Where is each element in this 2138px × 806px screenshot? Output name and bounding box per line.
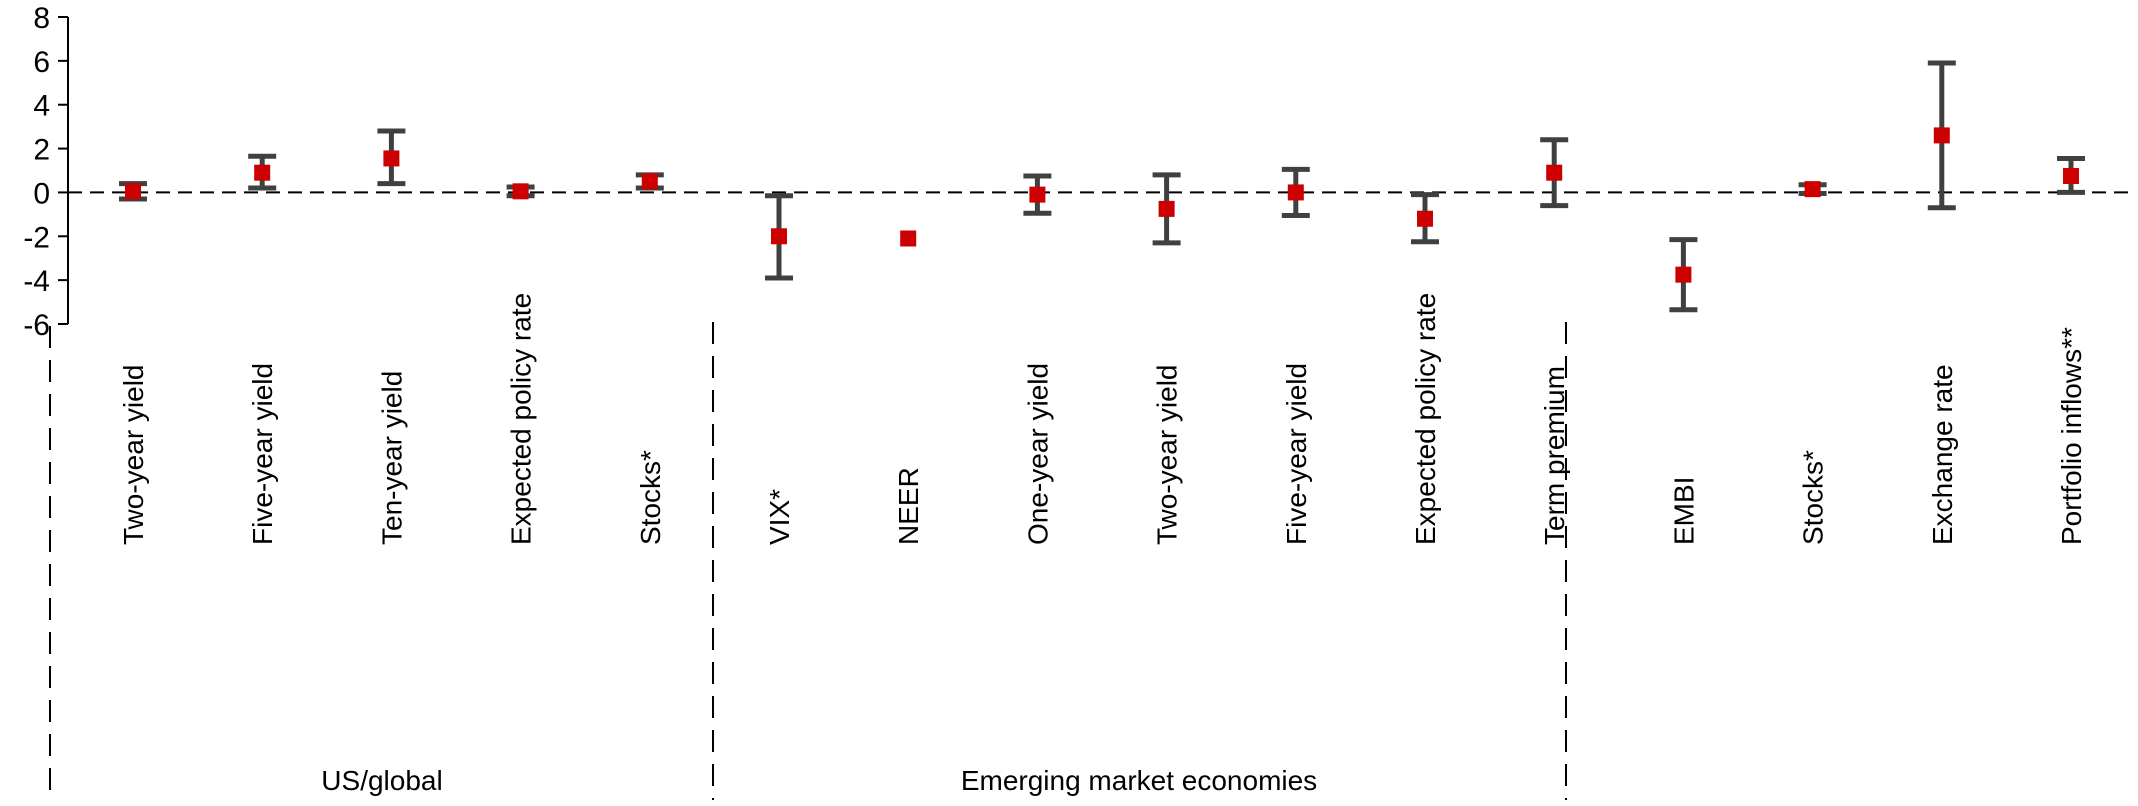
point-marker [1546, 164, 1563, 181]
point-marker [1417, 210, 1433, 227]
y-tick-label: -6 [23, 309, 50, 342]
category-label: Ten-year yield [376, 371, 407, 545]
y-tick-label: 8 [33, 2, 50, 35]
category-label: Five-year yield [1281, 363, 1312, 545]
category-label: One-year yield [1022, 363, 1053, 545]
category-label-layer: Two-year yield Five-year yield Ten-year yi… [118, 293, 2087, 545]
point-marker [125, 183, 141, 200]
category-label: VIX* [764, 489, 795, 545]
category-label: Stocks* [635, 450, 666, 545]
point-marker [254, 164, 271, 181]
point-marker [1029, 186, 1046, 203]
category-label: EMBI [1668, 477, 1699, 545]
point-marker [1158, 200, 1175, 217]
category-label: Stocks* [1798, 450, 1829, 545]
category-label: Portfolio inflows** [2056, 327, 2087, 545]
point-marker [900, 230, 917, 247]
point-marker [1933, 127, 1950, 144]
y-tick-label: 0 [33, 177, 50, 210]
category-label: Exchange rate [1927, 364, 1958, 545]
y-tick-label: 6 [33, 46, 50, 79]
y-tick-label: -4 [23, 265, 50, 298]
error-bar-layer [119, 60, 2085, 313]
point-marker [383, 150, 400, 167]
point-marker [1675, 266, 1692, 283]
group-label: Emerging market economies [961, 765, 1317, 796]
category-label: Two-year yield [1152, 364, 1183, 545]
point-marker [512, 183, 529, 200]
y-tick-label: 4 [33, 90, 50, 123]
category-label: Expected policy rate [1410, 293, 1441, 545]
y-tick-label: -2 [23, 221, 50, 254]
category-label: Two-year yield [118, 364, 149, 545]
category-label: Expected policy rate [506, 293, 537, 545]
group-label-layer: US/global Emerging market economies [49, 322, 1567, 800]
category-label: Five-year yield [247, 363, 278, 545]
axis-layer: 8 6 4 2 0 -2 -4 -6 [23, 2, 69, 342]
point-marker [1804, 181, 1821, 198]
point-marker [771, 228, 787, 245]
point-marker [1287, 184, 1304, 201]
category-label: NEER [893, 467, 924, 545]
marker-layer [125, 127, 2079, 283]
point-marker [641, 173, 658, 190]
point-marker [2063, 167, 2079, 184]
y-tick-label: 2 [33, 134, 50, 167]
group-label: US/global [321, 765, 442, 796]
